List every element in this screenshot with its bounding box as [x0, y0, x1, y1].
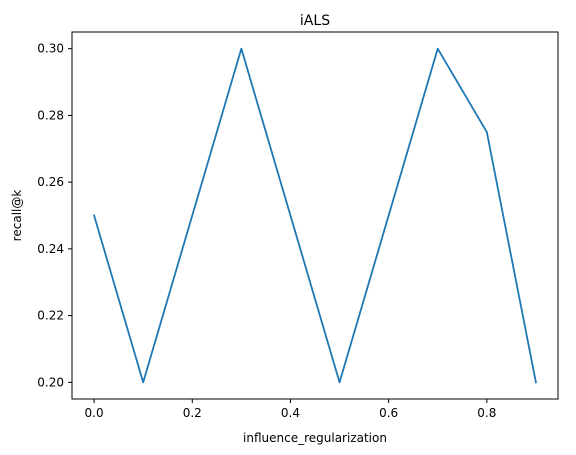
y-tick-label: 0.26: [37, 175, 64, 189]
chart-title: iALS: [300, 13, 330, 29]
y-tick-label: 0.28: [37, 108, 64, 122]
x-tick-label: 0.6: [379, 406, 398, 420]
axes-frame: [71, 31, 559, 400]
x-axis-ticks: 0.0 0.2 0.4 0.6 0.8: [85, 399, 496, 420]
y-tick-label: 0.24: [37, 242, 64, 256]
y-axis-ticks: 0.20 0.22 0.24 0.26 0.28 0.30: [37, 42, 72, 389]
x-axis-label: influence_regularization: [243, 431, 387, 445]
x-tick-label: 0.4: [281, 406, 300, 420]
series-line-recall: [92, 47, 537, 384]
x-tick-label: 0.2: [183, 406, 202, 420]
x-tick-label: 0.8: [477, 406, 496, 420]
y-axis-label: recall@k: [10, 190, 24, 242]
y-tick-label: 0.30: [37, 42, 64, 56]
y-tick-label: 0.20: [37, 375, 64, 389]
plot-area: [71, 31, 559, 400]
x-tick-label: 0.0: [85, 406, 104, 420]
y-tick-label: 0.22: [37, 309, 64, 323]
